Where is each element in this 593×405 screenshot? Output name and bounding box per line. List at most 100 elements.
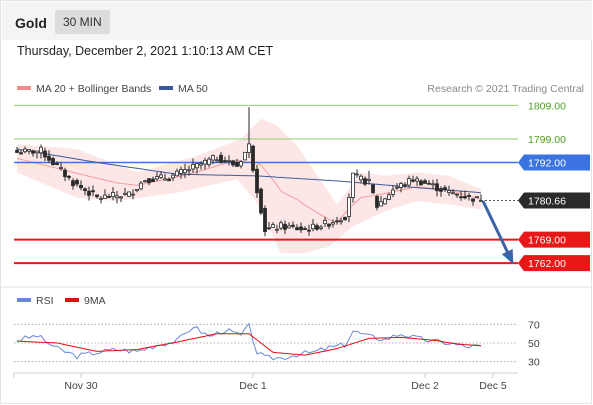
candle-up bbox=[27, 149, 31, 152]
candle-down bbox=[91, 190, 95, 193]
candle-up bbox=[115, 195, 119, 199]
candle-down bbox=[223, 160, 227, 163]
candle-up bbox=[311, 223, 315, 230]
candle-down bbox=[343, 216, 347, 221]
candle-up bbox=[275, 228, 279, 231]
candle-up bbox=[347, 197, 351, 217]
rsi-line bbox=[16, 322, 482, 361]
candle-down bbox=[471, 198, 475, 202]
candle-down bbox=[259, 188, 263, 214]
candle-up bbox=[239, 161, 243, 167]
candle-up bbox=[135, 189, 139, 192]
candle-down bbox=[83, 188, 87, 192]
candle-up bbox=[211, 155, 215, 161]
candle-up bbox=[179, 169, 183, 174]
candle-up bbox=[323, 220, 327, 225]
candle-up bbox=[119, 196, 123, 199]
candle-down bbox=[467, 195, 471, 197]
support-2-label: 1762.00 bbox=[528, 258, 566, 270]
forecast-arrow-head bbox=[501, 248, 514, 265]
chart-datetime: Thursday, December 2, 2021 1:10:13 AM CE… bbox=[17, 44, 274, 58]
candle-up bbox=[395, 186, 399, 189]
candle-up bbox=[287, 225, 291, 229]
candle-down bbox=[79, 185, 83, 189]
candle-up bbox=[227, 160, 231, 163]
candle-up bbox=[159, 174, 163, 178]
x-tick-label: Dec 2 bbox=[411, 380, 439, 392]
resistance-2-label: 1809.00 bbox=[528, 100, 566, 112]
candle-up bbox=[431, 183, 435, 186]
ma50-legend-swatch bbox=[159, 86, 173, 90]
candle-down bbox=[455, 193, 459, 196]
candle-up bbox=[415, 178, 419, 182]
candle-up bbox=[183, 169, 187, 174]
candle-up bbox=[451, 192, 455, 195]
candle-down bbox=[47, 155, 51, 161]
resistance-1-label: 1799.00 bbox=[528, 134, 566, 146]
candle-down bbox=[67, 175, 71, 178]
candle-down bbox=[419, 180, 423, 186]
candle-down bbox=[299, 226, 303, 231]
candle-down bbox=[435, 183, 439, 192]
candle-up bbox=[387, 194, 391, 200]
last-price-label: 1780.66 bbox=[528, 196, 566, 208]
pivot-label: 1792.00 bbox=[528, 157, 566, 169]
candle-down bbox=[95, 194, 99, 198]
candle-up bbox=[243, 151, 247, 161]
candle-up bbox=[339, 220, 343, 223]
candle-down bbox=[371, 184, 375, 194]
candle-down bbox=[31, 150, 35, 154]
x-tick-label: Dec 5 bbox=[479, 380, 507, 392]
candle-down bbox=[167, 178, 171, 182]
candle-down bbox=[71, 180, 75, 187]
timeframe-button[interactable]: 30 MIN bbox=[55, 10, 110, 34]
candle-up bbox=[271, 224, 275, 228]
candle-down bbox=[459, 196, 463, 199]
ma-bands-legend-swatch bbox=[17, 86, 31, 90]
candle-up bbox=[127, 191, 131, 197]
candle-up bbox=[195, 162, 199, 169]
candle-down bbox=[63, 169, 67, 177]
candle-up bbox=[99, 197, 103, 200]
price-legend: MA 20 + Bollinger Bands MA 50 Research ©… bbox=[17, 83, 584, 95]
candle-up bbox=[355, 173, 359, 176]
rsi-tick-label: 50 bbox=[528, 338, 540, 350]
candle-up bbox=[143, 180, 147, 183]
candle-up bbox=[191, 164, 195, 170]
candle-down bbox=[55, 162, 59, 166]
candle-up bbox=[103, 194, 107, 199]
candle-up bbox=[163, 178, 167, 181]
candle-up bbox=[23, 148, 27, 153]
candle-down bbox=[411, 179, 415, 182]
ma-bands-legend-label: MA 20 + Bollinger Bands bbox=[36, 83, 151, 95]
candle-down bbox=[151, 178, 155, 182]
candle-down bbox=[443, 187, 447, 190]
credit-text: Research © 2021 Trading Central bbox=[427, 83, 584, 95]
candle-down bbox=[75, 180, 79, 185]
candle-down bbox=[295, 227, 299, 231]
candle-up bbox=[383, 198, 387, 205]
bollinger-band-area bbox=[17, 118, 481, 254]
candle-down bbox=[107, 196, 111, 198]
candle-down bbox=[147, 178, 151, 184]
candle-up bbox=[215, 159, 219, 162]
candle-down bbox=[403, 184, 407, 187]
candle-up bbox=[351, 172, 355, 199]
candle-down bbox=[19, 152, 23, 155]
rsi-legend-label: RSI bbox=[36, 295, 54, 307]
candle-down bbox=[427, 182, 431, 185]
rsi-ma-legend-swatch bbox=[65, 298, 79, 302]
candle-down bbox=[251, 145, 255, 171]
candle-down bbox=[463, 196, 467, 199]
candle-down bbox=[219, 154, 223, 164]
instrument-title: Gold bbox=[15, 15, 47, 31]
support-2-tag bbox=[518, 255, 590, 272]
candle-up bbox=[407, 178, 411, 186]
rsi-legend-swatch bbox=[17, 298, 31, 302]
rsi-legend: RSI 9MA bbox=[17, 295, 106, 307]
candle-down bbox=[423, 180, 427, 184]
support-1-tag bbox=[518, 231, 590, 248]
candle-up bbox=[199, 163, 203, 166]
candle-up bbox=[319, 226, 323, 229]
